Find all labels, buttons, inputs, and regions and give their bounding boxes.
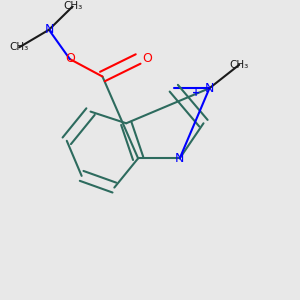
Text: N: N — [175, 152, 184, 165]
Text: +: + — [192, 88, 200, 98]
Text: O: O — [142, 52, 152, 65]
Text: N: N — [44, 23, 54, 36]
Text: CH₃: CH₃ — [10, 42, 29, 52]
Text: O: O — [65, 52, 75, 65]
Text: N: N — [205, 82, 214, 95]
Text: CH₃: CH₃ — [63, 2, 82, 11]
Text: CH₃: CH₃ — [230, 60, 249, 70]
